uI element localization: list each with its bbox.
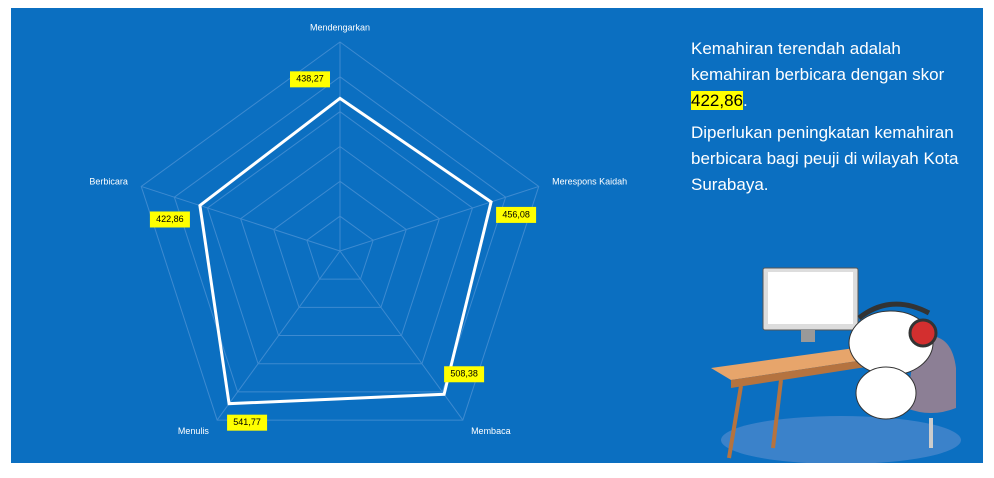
note-text: Kemahiran terendah adalah kemahiran berb… <box>691 39 944 84</box>
value-label: 508,38 <box>450 369 478 379</box>
value-label: 438,27 <box>296 74 324 84</box>
value-label: 541,77 <box>233 417 261 427</box>
note-end: . <box>743 91 748 110</box>
axis-label: Berbicara <box>89 176 128 186</box>
page: Mendengarkan Merespons Kaidah Membaca Menul… <box>0 0 994 478</box>
value-label: 422,86 <box>156 214 184 224</box>
note-1: Kemahiran terendah adalah kemahiran berb… <box>691 36 981 114</box>
note-highlight: 422,86 <box>691 91 743 110</box>
value-label: 456,08 <box>502 209 530 219</box>
axis-label: Membaca <box>471 426 511 436</box>
note-2: Diperlukan peningkatan kemahiran berbica… <box>691 120 981 198</box>
radar-chart: Mendengarkan Merespons Kaidah Membaca Menul… <box>11 8 671 463</box>
axis-label: Merespons Kaidah <box>552 176 627 186</box>
data-polygon <box>200 98 491 403</box>
slide: Mendengarkan Merespons Kaidah Membaca Menul… <box>11 8 983 463</box>
axis-label: Mendengarkan <box>310 22 370 32</box>
axis-label: Menulis <box>178 426 210 436</box>
